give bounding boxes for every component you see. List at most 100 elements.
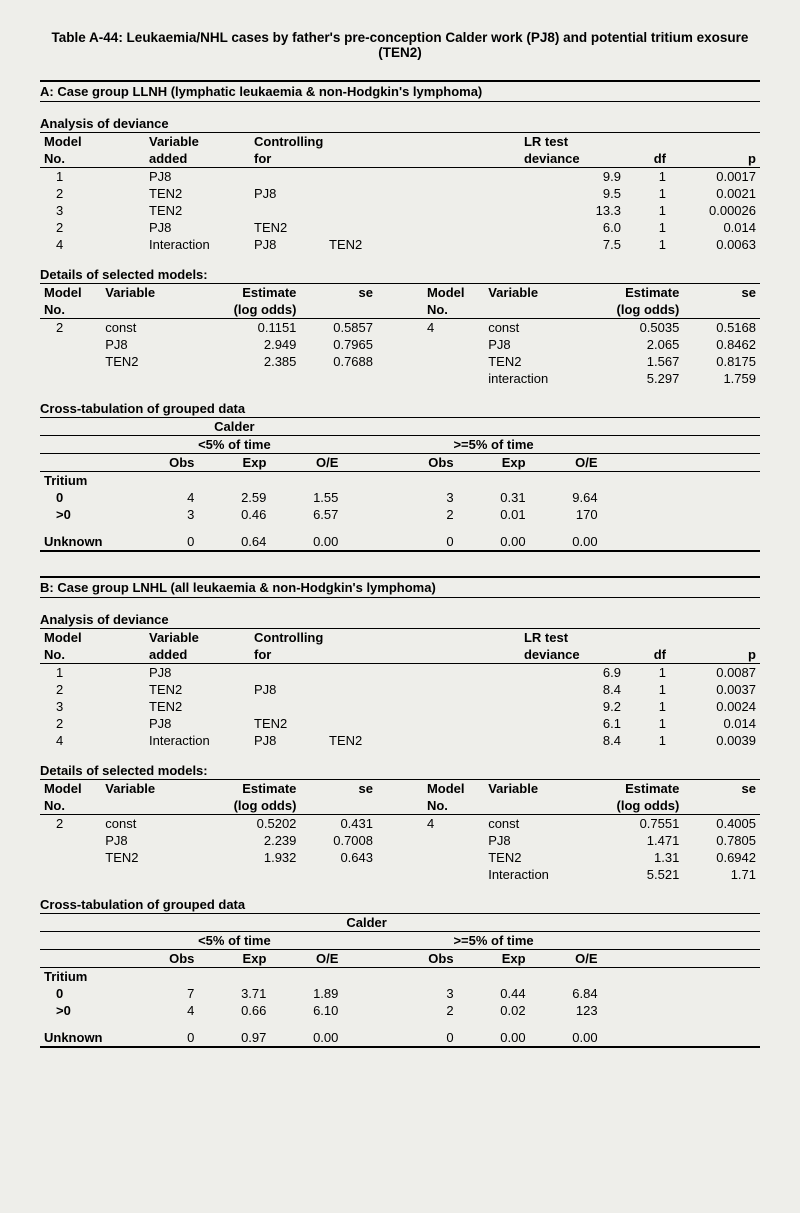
col-estimate: Estimate: [209, 284, 301, 301]
cell: 0.7688: [300, 353, 377, 370]
crosstab-table-a: Calder <5% of time >=5% of time Obs Exp …: [40, 418, 760, 552]
table-row: 3TEN213.310.00026: [40, 202, 760, 219]
cell: 0.1151: [209, 319, 301, 337]
aod-table-a: Model Variable Controlling LR test No. a…: [40, 133, 760, 253]
cell: 6.9: [520, 664, 625, 682]
cell: 0.00: [530, 533, 602, 551]
cell: [101, 370, 208, 387]
cell: 8.4: [520, 681, 625, 698]
cell: 1: [625, 732, 670, 749]
cell: 0.643: [300, 849, 377, 866]
cell: 6.57: [270, 506, 342, 523]
cell: TEN2: [250, 219, 325, 236]
col-obs: Obs: [126, 950, 198, 968]
col-se: se: [683, 284, 760, 301]
crosstab-heading-a: Cross-tabulation of grouped data: [40, 401, 760, 418]
cell: 9.64: [530, 489, 602, 506]
cell: 3: [386, 489, 458, 506]
cell: 0.44: [458, 985, 530, 1002]
cell: 9.9: [520, 168, 625, 186]
cell: 0.7805: [683, 832, 760, 849]
cell: 4: [126, 1002, 198, 1019]
cell: 2: [40, 185, 145, 202]
cell: [40, 336, 101, 353]
cell: [300, 866, 377, 883]
col-variable: Variable: [101, 780, 208, 797]
crosstab-table-b: Calder <5% of time >=5% of time Obs Exp …: [40, 914, 760, 1048]
cell: PJ8: [101, 336, 208, 353]
cell: 3: [40, 698, 145, 715]
col-for: for: [250, 646, 325, 664]
tritium-label: Tritium: [40, 472, 126, 490]
col-no: No.: [423, 797, 484, 815]
col-p: p: [670, 646, 760, 664]
cell: 0: [386, 1029, 458, 1047]
cell: 4: [40, 236, 145, 253]
cell: 1: [625, 715, 670, 732]
cell: 7.5: [520, 236, 625, 253]
col-lrtest: LR test: [520, 629, 625, 646]
cell: 2: [40, 681, 145, 698]
cell: 2: [40, 219, 145, 236]
cell: 123: [530, 1002, 602, 1019]
cell: [209, 370, 301, 387]
col-no: No.: [40, 301, 101, 319]
cell: 0.7965: [300, 336, 377, 353]
cell: 0.01: [458, 506, 530, 523]
col-oe: O/E: [530, 950, 602, 968]
cell: 0: [40, 489, 126, 506]
cell: Interaction: [484, 866, 591, 883]
table-row: interaction5.2971.759: [40, 370, 760, 387]
cell: [325, 681, 400, 698]
cell: 7: [126, 985, 198, 1002]
table-row: 2TEN2PJ88.410.0037: [40, 681, 760, 698]
cell: 5.297: [591, 370, 683, 387]
cell: PJ8: [145, 715, 250, 732]
table-row: PJ82.2390.7008PJ81.4710.7805: [40, 832, 760, 849]
cell: 0: [126, 533, 198, 551]
col-variable: Variable: [145, 629, 250, 646]
cell: 0.64: [198, 533, 270, 551]
table-row: 2PJ8TEN26.110.014: [40, 715, 760, 732]
cell: 1: [625, 664, 670, 682]
col-variable: Variable: [145, 133, 250, 150]
cell: [209, 866, 301, 883]
cell: 0.8462: [683, 336, 760, 353]
col-df: df: [625, 150, 670, 168]
cell: 1.71: [683, 866, 760, 883]
cell: [325, 168, 400, 186]
cell: 1.471: [591, 832, 683, 849]
col-oe: O/E: [530, 454, 602, 472]
col-oe: O/E: [270, 950, 342, 968]
cell: 2.949: [209, 336, 301, 353]
cell: >0: [40, 1002, 126, 1019]
cell: 0.46: [198, 506, 270, 523]
table-row: 1PJ86.910.0087: [40, 664, 760, 682]
cell: 2: [40, 319, 101, 337]
details-heading-b: Details of selected models:: [40, 763, 760, 780]
col-model: Model: [40, 284, 101, 301]
cell: Interaction: [145, 732, 250, 749]
cell: 1: [625, 698, 670, 715]
cell: 1: [625, 185, 670, 202]
cell: 0.5857: [300, 319, 377, 337]
cell: 0.0024: [670, 698, 760, 715]
cell: TEN2: [145, 698, 250, 715]
calder-label: Calder: [126, 418, 342, 436]
table-row: TEN22.3850.7688TEN21.5670.8175: [40, 353, 760, 370]
cell: 0.0063: [670, 236, 760, 253]
cell: const: [101, 815, 208, 833]
col-variable: Variable: [101, 284, 208, 301]
cell: 0.00: [458, 1029, 530, 1047]
cell: PJ8: [145, 168, 250, 186]
col-estimate: Estimate: [591, 780, 683, 797]
col-no: No.: [423, 301, 484, 319]
cell: [325, 219, 400, 236]
cell: 1.567: [591, 353, 683, 370]
cell: PJ8: [250, 732, 325, 749]
col-variable: Variable: [484, 780, 591, 797]
cell: 3: [40, 202, 145, 219]
cell: 3: [386, 985, 458, 1002]
col-added: added: [145, 646, 250, 664]
table-row: 2const0.11510.58574const0.50350.5168: [40, 319, 760, 337]
